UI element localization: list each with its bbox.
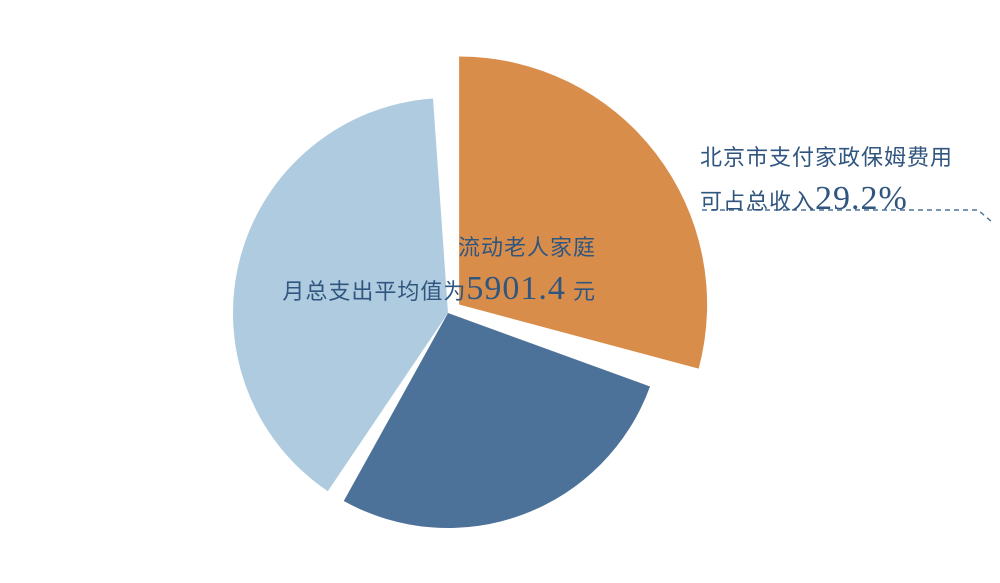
annotation-right-line1: 北京市支付家政保姆费用 xyxy=(700,142,953,174)
annotation-left-prefix: 月总支出平均值为 xyxy=(282,279,466,304)
annotation-left-value: 5901.4 xyxy=(466,270,566,307)
annotation-right: 北京市支付家政保姆费用 可占总收入29.2% xyxy=(700,142,953,223)
annotation-left-unit: 元 xyxy=(573,279,596,304)
annotation-right-value: 29.2 xyxy=(815,180,879,217)
annotation-left-line2: 月总支出平均值为5901.4 元 xyxy=(282,264,596,313)
annotation-left: 流动老人家庭 月总支出平均值为5901.4 元 xyxy=(282,232,596,313)
annotation-right-pct: % xyxy=(879,180,908,217)
annotation-right-prefix: 可占总收入 xyxy=(700,189,815,214)
pie-slice-orange xyxy=(459,56,707,368)
annotation-left-line1: 流动老人家庭 xyxy=(282,232,596,264)
pie-chart-container: 北京市支付家政保姆费用 可占总收入29.2% 流动老人家庭 月总支出平均值为59… xyxy=(0,0,1000,583)
annotation-right-line2: 可占总收入29.2% xyxy=(700,174,953,223)
